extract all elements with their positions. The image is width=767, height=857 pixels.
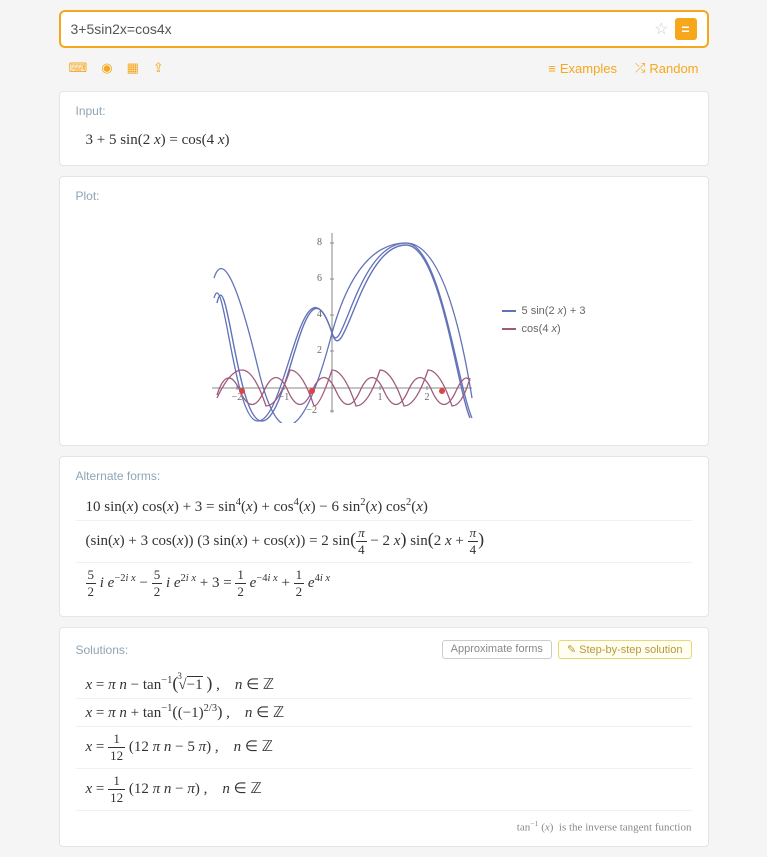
legend-item-2: cos(4 x) xyxy=(502,323,586,335)
plot-svg: 8 6 4 2 −2 −2 −1 1 2 xyxy=(182,223,482,423)
input-card: Input: 3 + 5 sin(2 x) = cos(4 x) xyxy=(59,91,709,166)
keyboard-icon[interactable]: ⌨ xyxy=(69,60,88,76)
svg-text:1: 1 xyxy=(377,392,382,403)
toolbar: ⌨ ◉ ▦ ⇪ ≡ Examples ⤮ Random xyxy=(59,60,709,76)
solutions-title: Solutions: xyxy=(76,643,129,657)
solution-line-1: x = π n − tan−1(3√−1 ) , n ∈ ℤ xyxy=(76,669,692,699)
upload-icon[interactable]: ⇪ xyxy=(153,60,164,76)
approximate-forms-button[interactable]: Approximate forms xyxy=(442,640,552,659)
camera-icon[interactable]: ◉ xyxy=(101,60,112,76)
svg-text:2: 2 xyxy=(317,345,322,356)
submit-button[interactable]: = xyxy=(675,18,697,40)
examples-link[interactable]: ≡ Examples xyxy=(548,60,617,76)
svg-text:−2: −2 xyxy=(306,405,317,416)
examples-label: Examples xyxy=(560,61,617,76)
alternate-line-2: (sin(x) + 3 cos(x)) (3 sin(x) + cos(x)) … xyxy=(76,521,692,563)
random-label: Random xyxy=(649,61,698,76)
search-input[interactable] xyxy=(71,21,655,37)
input-expression: 3 + 5 sin(2 x) = cos(4 x) xyxy=(76,128,692,153)
legend-label-1: 5 sin(2 x) + 3 xyxy=(522,305,586,317)
search-bar: ☆ = xyxy=(59,10,709,48)
plot-card: Plot: 8 6 4 2 −2 −2 −1 1 2 xyxy=(59,176,709,446)
solutions-footnote: tan−1 (x) is the inverse tangent functio… xyxy=(76,819,692,834)
step-by-step-button[interactable]: ✎ Step-by-step solution xyxy=(558,640,692,659)
legend-label-2: cos(4 x) xyxy=(522,323,561,335)
solution-line-4: x = 112 (12 π n − π) , n ∈ ℤ xyxy=(76,769,692,811)
input-title: Input: xyxy=(76,104,692,118)
plot-title: Plot: xyxy=(76,189,692,203)
alternate-line-3: 52 i e−2i x − 52 i e2i x + 3 = 12 e−4i x… xyxy=(76,563,692,604)
random-link[interactable]: ⤮ Random xyxy=(635,60,699,76)
grid-icon[interactable]: ▦ xyxy=(127,60,139,76)
svg-text:8: 8 xyxy=(317,237,322,248)
svg-text:6: 6 xyxy=(317,273,322,284)
star-icon[interactable]: ☆ xyxy=(654,19,668,39)
solution-line-2: x = π n + tan−1((−1)2/3) , n ∈ ℤ xyxy=(76,699,692,727)
legend-dash-1 xyxy=(502,310,516,312)
legend-item-1: 5 sin(2 x) + 3 xyxy=(502,305,586,317)
alternate-line-1: 10 sin(x) cos(x) + 3 = sin4(x) + cos4(x)… xyxy=(76,493,692,521)
alternate-card: Alternate forms: 10 sin(x) cos(x) + 3 = … xyxy=(59,456,709,617)
solution-line-3: x = 112 (12 π n − 5 π) , n ∈ ℤ xyxy=(76,727,692,769)
step-label: Step-by-step solution xyxy=(579,644,682,656)
svg-text:2: 2 xyxy=(424,392,429,403)
alternate-title: Alternate forms: xyxy=(76,469,692,483)
legend-dash-2 xyxy=(502,328,516,330)
solutions-card: Solutions: Approximate forms ✎ Step-by-s… xyxy=(59,627,709,847)
